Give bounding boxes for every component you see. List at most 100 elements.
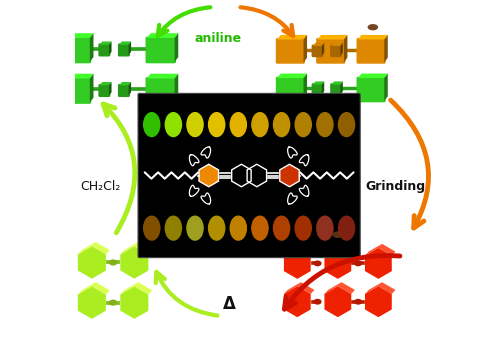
Polygon shape (174, 74, 178, 102)
Polygon shape (365, 244, 396, 256)
Polygon shape (62, 74, 94, 79)
Ellipse shape (332, 231, 344, 238)
FancyBboxPatch shape (146, 77, 176, 104)
Polygon shape (340, 43, 343, 56)
Ellipse shape (354, 299, 362, 305)
Ellipse shape (208, 112, 226, 137)
Ellipse shape (273, 216, 290, 241)
FancyBboxPatch shape (98, 84, 110, 97)
Polygon shape (365, 286, 392, 317)
Ellipse shape (143, 112, 160, 137)
Polygon shape (120, 242, 152, 254)
Polygon shape (322, 81, 324, 94)
Ellipse shape (314, 299, 322, 305)
Ellipse shape (164, 216, 182, 241)
FancyBboxPatch shape (316, 38, 346, 64)
Polygon shape (78, 246, 106, 279)
Polygon shape (277, 73, 307, 78)
Ellipse shape (143, 216, 160, 241)
FancyBboxPatch shape (276, 77, 305, 102)
Polygon shape (120, 41, 131, 45)
Polygon shape (284, 248, 310, 279)
Polygon shape (284, 244, 314, 256)
Polygon shape (109, 41, 112, 55)
Polygon shape (78, 286, 106, 319)
Polygon shape (344, 35, 348, 62)
Polygon shape (365, 248, 392, 279)
Ellipse shape (368, 24, 378, 30)
Polygon shape (120, 286, 148, 319)
Polygon shape (324, 248, 351, 279)
Polygon shape (324, 244, 355, 256)
Ellipse shape (294, 112, 312, 137)
Ellipse shape (316, 112, 334, 137)
Ellipse shape (230, 112, 247, 137)
Polygon shape (384, 35, 388, 62)
Polygon shape (128, 82, 131, 95)
Polygon shape (147, 33, 178, 38)
Polygon shape (120, 82, 131, 85)
Polygon shape (324, 286, 351, 317)
Polygon shape (322, 43, 324, 56)
Ellipse shape (316, 216, 334, 241)
Ellipse shape (354, 260, 362, 266)
Polygon shape (120, 282, 152, 294)
Polygon shape (313, 43, 324, 46)
Polygon shape (78, 242, 110, 254)
Polygon shape (128, 41, 131, 55)
Polygon shape (174, 33, 178, 62)
Polygon shape (365, 282, 396, 294)
Ellipse shape (230, 216, 247, 241)
Polygon shape (358, 35, 388, 39)
FancyBboxPatch shape (330, 83, 342, 96)
Ellipse shape (164, 112, 182, 137)
Polygon shape (109, 82, 112, 95)
Polygon shape (100, 41, 112, 45)
Polygon shape (358, 73, 388, 78)
Polygon shape (147, 74, 178, 79)
Ellipse shape (208, 216, 226, 241)
FancyBboxPatch shape (118, 84, 130, 97)
Ellipse shape (294, 216, 312, 241)
Polygon shape (304, 35, 307, 62)
Polygon shape (384, 73, 388, 101)
FancyBboxPatch shape (312, 83, 323, 96)
Ellipse shape (204, 173, 207, 178)
Polygon shape (120, 246, 148, 279)
Polygon shape (284, 282, 314, 294)
Polygon shape (277, 35, 307, 39)
Ellipse shape (251, 112, 268, 137)
FancyBboxPatch shape (118, 44, 130, 57)
Ellipse shape (338, 112, 355, 137)
Polygon shape (318, 35, 348, 39)
Ellipse shape (109, 259, 118, 266)
Text: Grinding: Grinding (366, 179, 426, 193)
FancyBboxPatch shape (276, 38, 305, 64)
Polygon shape (90, 33, 94, 62)
FancyBboxPatch shape (61, 37, 91, 63)
Polygon shape (332, 81, 343, 85)
Polygon shape (280, 164, 299, 187)
FancyBboxPatch shape (138, 93, 360, 258)
Polygon shape (313, 81, 324, 85)
FancyBboxPatch shape (61, 77, 91, 104)
FancyBboxPatch shape (146, 37, 176, 63)
Polygon shape (324, 282, 355, 294)
FancyBboxPatch shape (98, 44, 110, 57)
Ellipse shape (251, 216, 268, 241)
FancyBboxPatch shape (356, 77, 386, 102)
Polygon shape (332, 43, 343, 46)
Polygon shape (284, 286, 310, 317)
Ellipse shape (273, 112, 290, 137)
Ellipse shape (338, 216, 355, 241)
Ellipse shape (186, 112, 204, 137)
Text: Δ: Δ (222, 294, 235, 313)
Ellipse shape (186, 216, 204, 241)
Polygon shape (62, 33, 94, 38)
Text: CH₂Cl₂: CH₂Cl₂ (80, 179, 121, 193)
Polygon shape (304, 73, 307, 101)
Polygon shape (100, 82, 112, 85)
Ellipse shape (291, 173, 295, 178)
Polygon shape (78, 282, 110, 294)
Polygon shape (340, 81, 343, 94)
